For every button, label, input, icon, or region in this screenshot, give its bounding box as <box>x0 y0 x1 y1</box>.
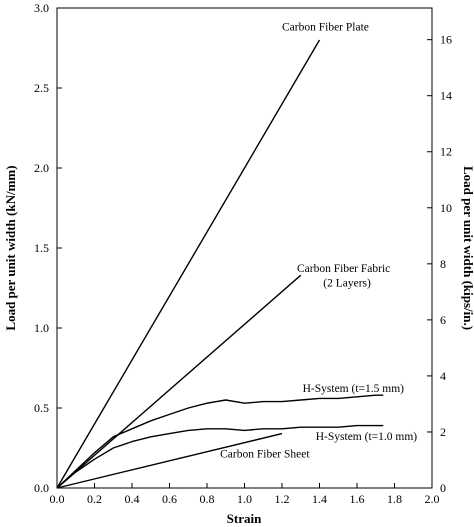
x-tick-label: 0.8 <box>200 492 215 506</box>
x-tick-label: 1.0 <box>237 492 252 506</box>
x-tick-label: 2.0 <box>425 492 440 506</box>
y-tick-label: 0.5 <box>34 401 49 415</box>
y-tick-label: 1.0 <box>34 321 49 335</box>
labels-group: Carbon Fiber Plate Carbon Fiber Fabric (2 … <box>220 21 417 460</box>
y-right-tick-label: 14 <box>440 89 452 103</box>
y-axis-title: Load per unit width (kN/mm) <box>3 165 18 330</box>
annotation-label: H-System (t=1.0 mm) <box>316 431 418 443</box>
plot-frame <box>56 7 433 489</box>
series-group <box>56 39 384 489</box>
y-right-tick-label: 6 <box>440 313 446 327</box>
annotation-label: Carbon Fiber Sheet <box>220 449 310 461</box>
x-tick-label: 1.4 <box>312 492 327 506</box>
x-tick-label: 1.2 <box>275 492 290 506</box>
x-tick-label: 1.6 <box>350 492 365 506</box>
y-tick-label: 2.0 <box>34 161 49 175</box>
y-right-tick-label: 4 <box>440 369 446 383</box>
y-right-tick-label: 10 <box>440 201 452 215</box>
annotation-label: (2 Layers) <box>323 277 371 289</box>
x-tick-label: 1.8 <box>387 492 402 506</box>
series-line-carbon-fiber-plate <box>56 39 321 489</box>
ticks: 0.0 0.2 0.4 0.6 0.8 1.0 1.2 1.4 1.6 1.8 2.0 0.0 0.5 1… <box>34 1 452 506</box>
annotation-label: Carbon Fiber Plate <box>282 21 369 33</box>
y-tick-label: 2.5 <box>34 81 49 95</box>
y-right-tick-label: 12 <box>440 145 452 159</box>
x-axis-title: Strain <box>227 511 262 526</box>
x-tick-label: 0.0 <box>50 492 65 506</box>
x-tick-label: 0.6 <box>162 492 177 506</box>
y-right-tick-label: 8 <box>440 257 446 271</box>
y-tick-label: 0.0 <box>34 481 49 495</box>
series-line-h-system-t-1-0-mm <box>56 424 384 489</box>
annotation-label: H-System (t=1.5 mm) <box>303 383 405 395</box>
annotation-label: Carbon Fiber Fabric <box>297 263 390 275</box>
y-tick-label: 3.0 <box>34 1 49 15</box>
y-tick-label: 1.5 <box>34 241 49 255</box>
x-tick-label: 0.2 <box>87 492 102 506</box>
series-line-carbon-fiber-sheet <box>56 432 283 489</box>
series-line-h-system-t-1-5-mm <box>56 394 384 489</box>
y-right-tick-label: 16 <box>440 33 452 47</box>
y-right-tick-label: 0 <box>440 481 446 495</box>
y-axis-title-right: Load per unit width (kips/in.) <box>461 166 474 330</box>
y-right-tick-label: 2 <box>440 425 446 439</box>
x-tick-label: 0.4 <box>125 492 140 506</box>
series-line-carbon-fiber-fabric-2-layers <box>56 274 302 489</box>
